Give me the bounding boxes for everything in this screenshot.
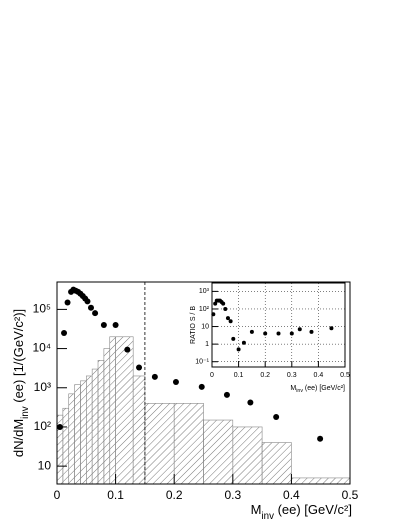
histogram-bar (80, 380, 87, 485)
y-tick-label: 10³ (34, 380, 51, 394)
histogram-bar (203, 419, 234, 485)
data-point (198, 383, 205, 390)
x-tick-label: 0.4 (283, 488, 300, 502)
axis-title-rest: (ee) [1/(GeV/c²)] (11, 309, 26, 407)
data-point (87, 304, 94, 311)
histogram-bar (103, 348, 111, 485)
data-point (247, 399, 254, 406)
histogram-bar (115, 336, 134, 485)
data-point (223, 306, 228, 311)
histogram-bar (68, 393, 75, 485)
axis-title: dN/dMinv (ee) [1/(GeV/c²)] (11, 309, 31, 457)
x-tick-label: 0.3 (224, 488, 241, 502)
data-point (228, 319, 233, 324)
data-point (289, 331, 294, 336)
y-tick-label: 10 (38, 458, 52, 472)
x-tick-label: 0.2 (260, 372, 270, 379)
axis-title-rest: (ee) [GeV/c²] (274, 502, 352, 517)
data-point (100, 321, 107, 328)
x-tick-label: 0.5 (340, 372, 350, 379)
data-point (213, 301, 218, 306)
axis-title-main: RATIO S / B (190, 306, 197, 344)
x-tick-label: 0.4 (314, 372, 324, 379)
y-tick-label: 10² (199, 306, 210, 313)
histogram-bar (86, 375, 93, 485)
axis-title-rest: (ee) [GeV/c²] (303, 385, 345, 392)
axis-title-sub: inv (20, 406, 31, 419)
data-point (151, 373, 158, 380)
y-tick-label: 10⁻¹ (195, 359, 209, 366)
data-point (61, 329, 68, 336)
data-point (64, 299, 71, 306)
histogram-bar (62, 407, 70, 485)
axis-title: Minv (ee) [GeV/c²] (290, 385, 345, 395)
data-point (92, 310, 99, 317)
y-tick-label: 10 (201, 323, 209, 330)
data-point (223, 391, 230, 398)
data-point (124, 346, 131, 353)
data-point (317, 435, 324, 442)
data-point (241, 340, 246, 345)
axis-title-sub: inv (296, 388, 303, 394)
x-tick-label: 0.3 (287, 372, 297, 379)
axis-title: Minv (ee) [GeV/c²] (251, 502, 352, 522)
data-point (84, 298, 91, 305)
histogram-bar (144, 403, 175, 485)
data-point (263, 331, 268, 336)
histogram-bar (97, 360, 105, 485)
data-point (329, 326, 334, 331)
data-point (236, 347, 241, 352)
y-tick-label: 10² (34, 419, 51, 433)
data-point (231, 336, 236, 341)
histogram-bar (132, 375, 146, 485)
data-point (249, 329, 254, 334)
data-point (276, 331, 281, 336)
axis-title: RATIO S / B (190, 306, 197, 344)
axis-title-main: dN/dM (11, 419, 26, 457)
histogram-bar (173, 403, 204, 485)
y-tick-label: 10⁴ (32, 341, 51, 355)
frame (211, 282, 346, 368)
data-point (309, 329, 314, 334)
data-point (225, 316, 230, 321)
data-point (172, 379, 179, 386)
data-point (297, 327, 302, 332)
y-tick-label: 10³ (199, 288, 210, 295)
data-point (112, 321, 119, 328)
axis-title-sub: inv (262, 511, 275, 522)
frame (56, 281, 351, 485)
x-tick-label: 0.1 (234, 372, 244, 379)
axis-title-main: M (251, 502, 262, 517)
x-tick-label: 0 (210, 372, 214, 379)
histogram-bar (232, 426, 263, 485)
data-point (221, 301, 226, 306)
x-tick-label: 0.2 (166, 488, 183, 502)
histogram-bar (261, 442, 292, 485)
histogram-bar (291, 477, 351, 485)
axis-title-main: M (290, 385, 296, 392)
x-tick-label: 0 (54, 488, 61, 502)
y-tick-label: 10⁵ (33, 302, 51, 316)
x-tick-label: 0.5 (342, 488, 359, 502)
plot-area (212, 283, 345, 367)
data-point (273, 413, 280, 420)
histogram-bar (74, 384, 81, 485)
histogram-bar (91, 368, 99, 485)
x-tick-label: 0.1 (107, 488, 124, 502)
data-point (136, 364, 143, 371)
histogram-bar (109, 336, 116, 485)
y-tick-label: 1 (205, 341, 209, 348)
